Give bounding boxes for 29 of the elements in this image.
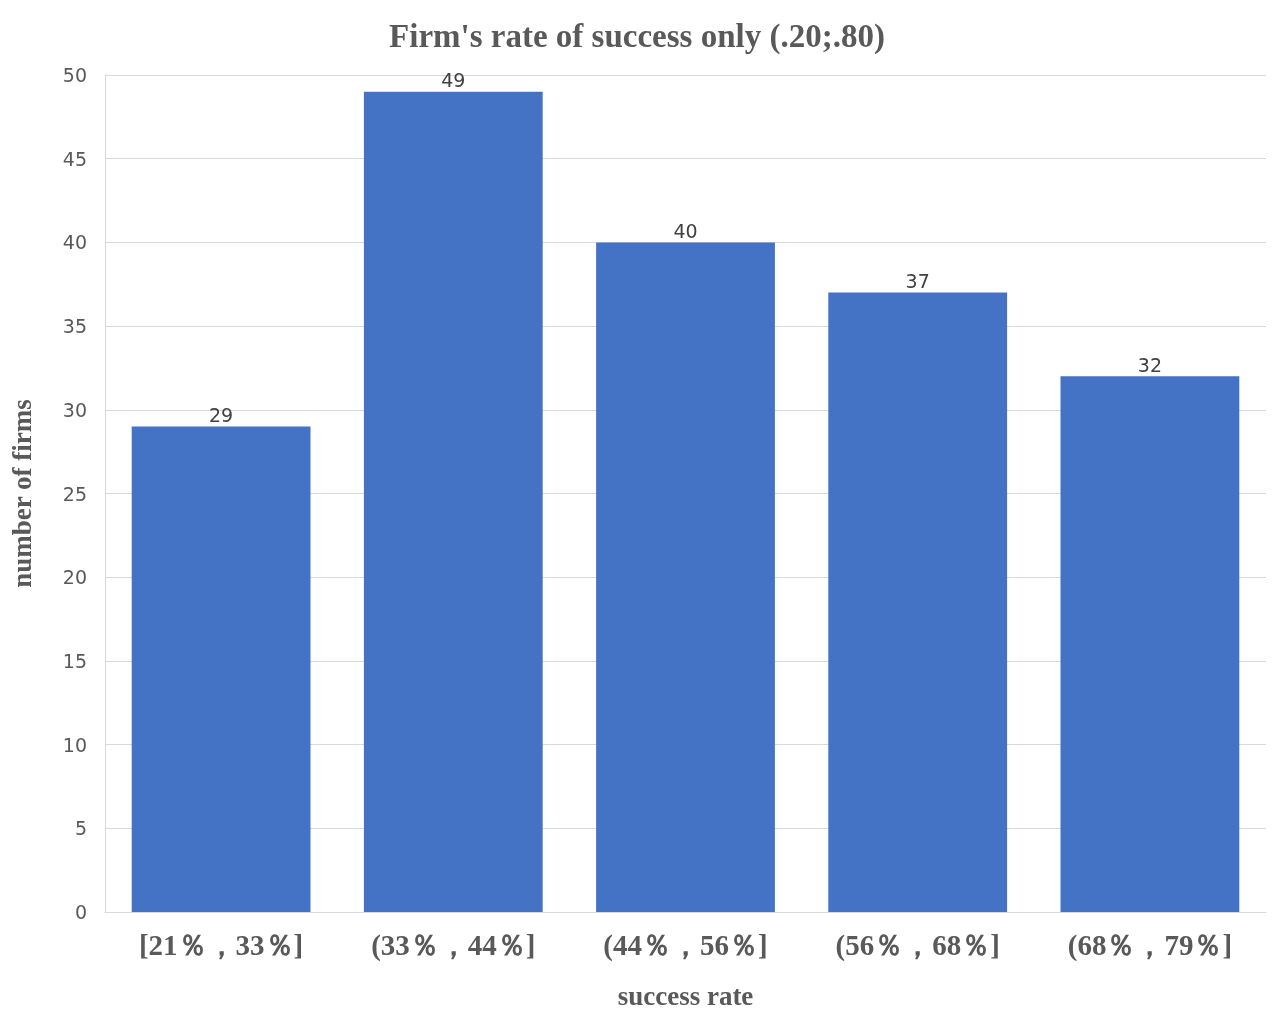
y-tick-label: 15 <box>62 649 87 672</box>
data-label: 29 <box>209 404 234 427</box>
bar <box>1060 376 1240 912</box>
data-label: 37 <box>905 270 930 293</box>
bar <box>363 91 543 912</box>
y-axis-title: number of firms <box>6 399 37 588</box>
data-label: 40 <box>673 219 698 242</box>
y-tick-label: 20 <box>62 566 87 589</box>
y-tick-label: 10 <box>62 733 87 756</box>
y-tick-label: 50 <box>62 64 87 86</box>
x-tick-label: [21％，33％] <box>138 928 304 961</box>
y-tick-label: 25 <box>62 482 87 505</box>
data-label: 32 <box>1137 353 1162 376</box>
x-tick-label: (68％，79％] <box>1067 928 1233 962</box>
x-tick-label: (33％，44％] <box>371 928 536 962</box>
bar <box>828 292 1008 912</box>
data-label: 49 <box>441 69 466 92</box>
bar <box>131 426 311 912</box>
y-tick-label: 5 <box>74 817 87 840</box>
x-tick-label: (44％，56％] <box>603 928 768 962</box>
bar <box>596 242 775 912</box>
chart-title: Firm's rate of success only (.20;.80) <box>389 17 885 55</box>
x-tick-label: (56％，68％] <box>835 928 1000 962</box>
y-tick-label: 35 <box>62 315 87 338</box>
y-tick-label: 40 <box>62 231 87 254</box>
x-axis-title: success rate <box>617 980 754 1011</box>
y-tick-label: 45 <box>62 147 87 170</box>
y-tick-label: 0 <box>74 901 87 923</box>
y-tick-label: 30 <box>62 398 87 421</box>
